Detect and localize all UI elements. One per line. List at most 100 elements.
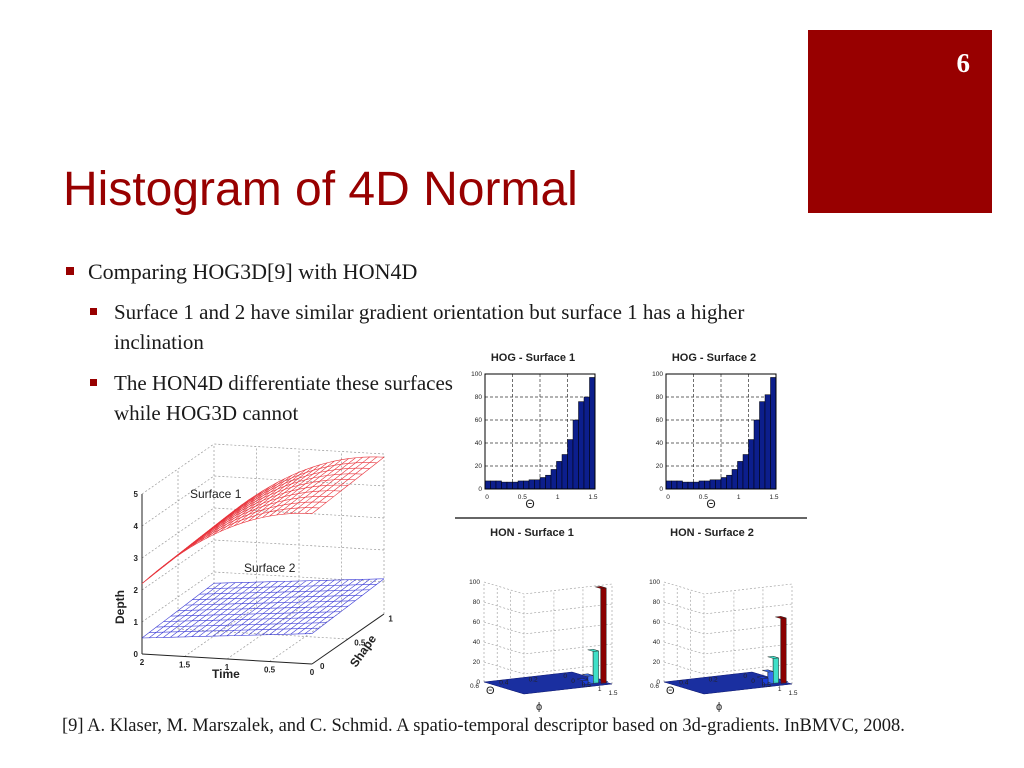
histogram-bar bbox=[665, 480, 672, 490]
mesh-line bbox=[177, 499, 250, 557]
y-tick-label: 80 bbox=[475, 394, 483, 401]
mesh-line bbox=[170, 504, 243, 562]
z-tick-label: 80 bbox=[653, 599, 661, 606]
mesh-line bbox=[198, 485, 271, 543]
hon-surface1-histogram: HON - Surface 1 ϕ Θ 0 20 40 60 80 100 0 0.5 1 1.5… bbox=[469, 527, 618, 712]
slide-number-box: 6 bbox=[808, 30, 992, 213]
mesh-line bbox=[233, 469, 307, 527]
z-tick-label: 100 bbox=[469, 579, 480, 586]
surface-2-mesh bbox=[141, 578, 385, 639]
z-tick-label: 60 bbox=[653, 619, 661, 626]
x-axis-label: Θ bbox=[706, 497, 715, 511]
grid-line bbox=[141, 539, 385, 591]
histogram-bar bbox=[753, 419, 760, 490]
histogram-bar bbox=[704, 480, 711, 490]
mesh-line bbox=[269, 459, 342, 517]
mesh-line bbox=[226, 580, 300, 637]
y-tick-label: 20 bbox=[656, 463, 664, 470]
mesh-line bbox=[198, 581, 271, 637]
histogram-bar bbox=[698, 480, 705, 490]
mesh-line bbox=[163, 582, 236, 638]
grid-line bbox=[177, 628, 349, 640]
histogram-bar bbox=[757, 676, 769, 679]
histogram-bar bbox=[567, 439, 574, 490]
x-tick-label: 1 bbox=[225, 663, 230, 672]
histogram-bar bbox=[593, 650, 599, 684]
histogram-bar bbox=[773, 657, 779, 684]
histogram-bar bbox=[780, 617, 787, 684]
mesh-line bbox=[219, 475, 293, 532]
y-tick-label: 0.2 bbox=[529, 676, 538, 683]
z-tick-label: 3 bbox=[134, 554, 139, 563]
histogram-bar bbox=[775, 616, 787, 619]
z-tick-label: 0 bbox=[656, 679, 660, 686]
x-tick-label: 1.5 bbox=[179, 661, 191, 670]
grid-line bbox=[184, 606, 257, 657]
z-tick-label: 0 bbox=[134, 650, 139, 659]
hog-surface2-histogram: HOG - Surface 2 Θ 0 20 40 60 80 100 0 0.5 1 1.5 bbox=[652, 352, 779, 511]
mesh-line bbox=[262, 579, 335, 636]
y-tick-label: 1 bbox=[388, 615, 393, 624]
divider-line bbox=[455, 517, 807, 519]
z-tick-label: 20 bbox=[653, 659, 661, 666]
mesh-line bbox=[212, 581, 286, 637]
y-tick-label: 0 bbox=[659, 486, 663, 493]
x-tick-label: 1 bbox=[598, 686, 602, 693]
histogram-bar bbox=[715, 479, 722, 490]
z-tick-label: 1 bbox=[134, 618, 139, 627]
histogram-bar bbox=[682, 481, 689, 490]
axis-line bbox=[311, 613, 385, 665]
mesh-line bbox=[304, 578, 378, 635]
mesh-line bbox=[255, 580, 328, 636]
square-bullet-icon bbox=[90, 308, 97, 315]
histogram-bar bbox=[770, 377, 777, 490]
y-tick-label: 0.4 bbox=[679, 680, 688, 687]
histogram-bar bbox=[556, 461, 563, 490]
y-tick-label: 0.2 bbox=[709, 676, 718, 683]
histogram-bar bbox=[587, 648, 599, 652]
histogram-bar bbox=[523, 480, 530, 490]
z-tick-label: 4 bbox=[134, 522, 139, 531]
histogram-bar bbox=[583, 396, 590, 490]
grid-line bbox=[483, 581, 613, 595]
mesh-line bbox=[269, 579, 342, 635]
plot-frame bbox=[484, 373, 596, 490]
x-tick-label: 0.5 bbox=[518, 494, 527, 501]
square-bullet-icon bbox=[66, 267, 74, 275]
square-bullet-icon bbox=[90, 379, 97, 386]
mesh-line bbox=[248, 464, 321, 522]
histogram-bar bbox=[737, 461, 744, 490]
y-tick-label: 100 bbox=[471, 371, 482, 378]
surface-2-label: Surface 2 bbox=[244, 561, 296, 575]
mesh-line bbox=[255, 462, 328, 520]
x-tick-label: 1 bbox=[556, 494, 560, 501]
histogram-bar bbox=[720, 477, 727, 490]
z-tick-label: 2 bbox=[134, 586, 139, 595]
histogram-bar bbox=[726, 474, 733, 490]
x-tick-label: 0 bbox=[310, 668, 315, 677]
mesh-line bbox=[240, 580, 314, 636]
time-axis-label: Time bbox=[212, 667, 240, 681]
histogram-bar bbox=[495, 480, 502, 490]
mesh-line bbox=[304, 456, 378, 514]
x-tick-label: 1 bbox=[778, 686, 782, 693]
bullet-text: The HON4D differentiate these surfaces w… bbox=[114, 371, 453, 425]
y-tick-label: 60 bbox=[475, 417, 483, 424]
histogram-bar bbox=[550, 469, 557, 490]
histogram-bar bbox=[484, 480, 491, 490]
y-tick-label: 0.4 bbox=[499, 680, 508, 687]
grid-line bbox=[483, 621, 613, 635]
bullet-text: Comparing HOG3D[9] with HON4D bbox=[88, 259, 418, 284]
x-tick-label: 0 bbox=[485, 494, 489, 501]
x-tick-label: 0 bbox=[571, 678, 575, 685]
mesh-line bbox=[297, 578, 371, 635]
axis-line bbox=[141, 653, 313, 665]
mesh-line bbox=[297, 456, 371, 514]
mesh-line bbox=[170, 582, 243, 638]
histogram-bar bbox=[534, 479, 541, 490]
histogram-bar bbox=[600, 587, 607, 684]
histogram-bar bbox=[589, 377, 596, 490]
histogram-bar bbox=[501, 481, 508, 490]
